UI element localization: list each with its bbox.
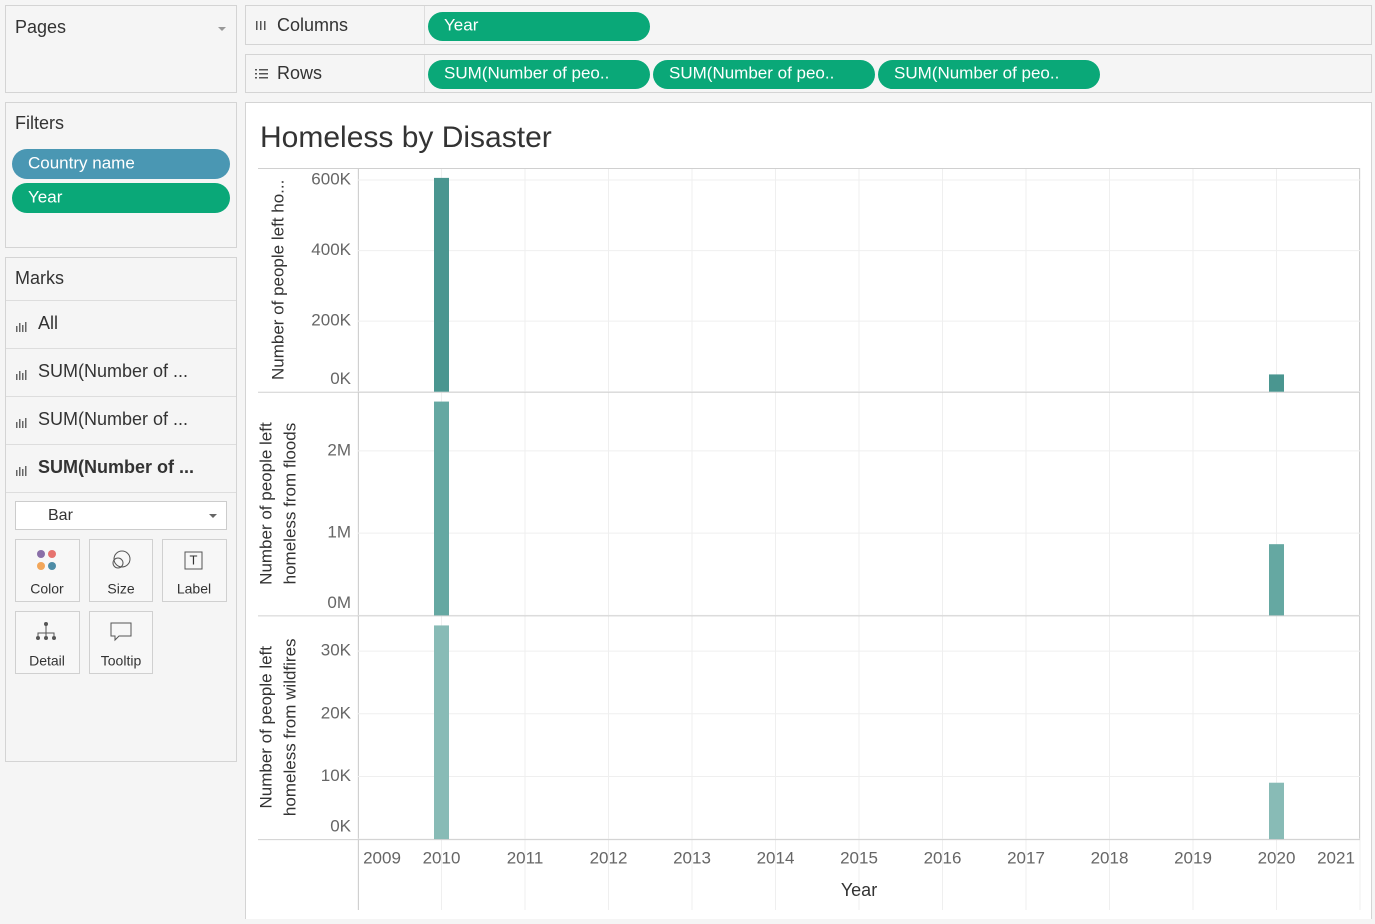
y-axis-label: Number of people left ho...	[268, 180, 287, 380]
y-axis-label: Number of people left	[256, 646, 275, 809]
bar	[1269, 782, 1284, 840]
bar	[434, 625, 449, 840]
y-axis-label: homeless from floods	[280, 423, 299, 585]
x-tick-label: 2012	[590, 848, 628, 867]
y-tick-label: 0K	[330, 369, 351, 388]
bar	[434, 401, 449, 616]
x-tick-label: 2018	[1091, 848, 1129, 867]
tooltip-button[interactable]	[89, 611, 153, 674]
x-axis-label: Year	[841, 880, 877, 900]
shelf-label: Columns	[277, 15, 348, 35]
x-tick-label: 2017	[1007, 848, 1045, 867]
x-tick-label: 2009	[363, 848, 401, 867]
button-label: Detail	[29, 653, 65, 669]
x-tick-label: 2013	[673, 848, 711, 867]
filter-pill[interactable]	[12, 149, 230, 179]
y-tick-label: 400K	[311, 240, 351, 259]
pages-card	[5, 5, 237, 93]
size-button[interactable]	[89, 539, 153, 602]
y-tick-label: 10K	[321, 766, 352, 785]
filters-title: Filters	[15, 113, 64, 133]
marks-item[interactable]: SUM(Number of ...	[38, 361, 188, 381]
marks-item[interactable]: SUM(Number of ...	[38, 457, 194, 477]
y-axis-label: homeless from wildfires	[280, 638, 299, 816]
y-tick-label: 0K	[330, 817, 351, 836]
x-tick-label: 2020	[1258, 848, 1296, 867]
button-label: Color	[30, 581, 64, 597]
y-tick-label: 30K	[321, 641, 352, 660]
row-pill[interactable]	[653, 60, 875, 89]
row-pill[interactable]	[878, 60, 1100, 89]
mark-type: Bar	[48, 507, 74, 524]
sheet-title: Homeless by Disaster	[260, 121, 552, 154]
bar	[1269, 544, 1284, 616]
marks-item[interactable]: All	[38, 313, 58, 333]
pill-text: Year	[444, 15, 479, 34]
shelf-label: Rows	[277, 63, 322, 83]
y-tick-label: 20K	[321, 703, 352, 722]
y-axis-label: Number of people left	[256, 422, 275, 585]
label-button[interactable]	[162, 539, 227, 602]
view	[245, 102, 1372, 923]
x-tick-label: 2019	[1174, 848, 1212, 867]
bar	[434, 177, 449, 392]
x-tick-label: 2016	[924, 848, 962, 867]
button-label: Label	[177, 581, 211, 597]
y-tick-label: 2M	[327, 440, 351, 459]
detail-button[interactable]	[15, 611, 80, 674]
columns-shelf	[245, 5, 1372, 45]
x-tick-label: 2015	[840, 848, 878, 867]
pages-title: Pages	[15, 17, 66, 37]
x-tick-label: 2010	[423, 848, 461, 867]
mark-type-select[interactable]	[15, 501, 227, 530]
y-tick-label: 0M	[327, 593, 351, 612]
y-tick-label: 600K	[311, 169, 351, 188]
bar	[1269, 374, 1284, 392]
button-label: Size	[107, 581, 134, 597]
dropdown-icon	[209, 514, 217, 518]
marks-title: Marks	[15, 268, 64, 288]
pill-text: SUM(Number of peo..	[669, 63, 834, 82]
x-tick-label: 2011	[507, 848, 544, 867]
button-label: Tooltip	[101, 653, 142, 669]
row-pill[interactable]	[428, 60, 650, 89]
pill-text: SUM(Number of peo..	[894, 63, 1059, 82]
y-tick-label: 1M	[327, 523, 351, 542]
x-tick-label: 2021	[1317, 848, 1355, 867]
y-tick-label: 200K	[311, 311, 351, 330]
filter-pill[interactable]	[12, 183, 230, 213]
x-tick-label: 2014	[757, 848, 795, 867]
dropdown-icon[interactable]	[218, 27, 226, 31]
color-button[interactable]	[15, 539, 80, 602]
filter-pill-text: Country name	[28, 153, 135, 172]
filter-pill-text: Year	[28, 187, 63, 206]
svg-text:T: T	[190, 552, 198, 567]
column-pill[interactable]	[428, 12, 650, 41]
marks-item[interactable]: SUM(Number of ...	[38, 409, 188, 429]
pill-text: SUM(Number of peo..	[444, 63, 609, 82]
